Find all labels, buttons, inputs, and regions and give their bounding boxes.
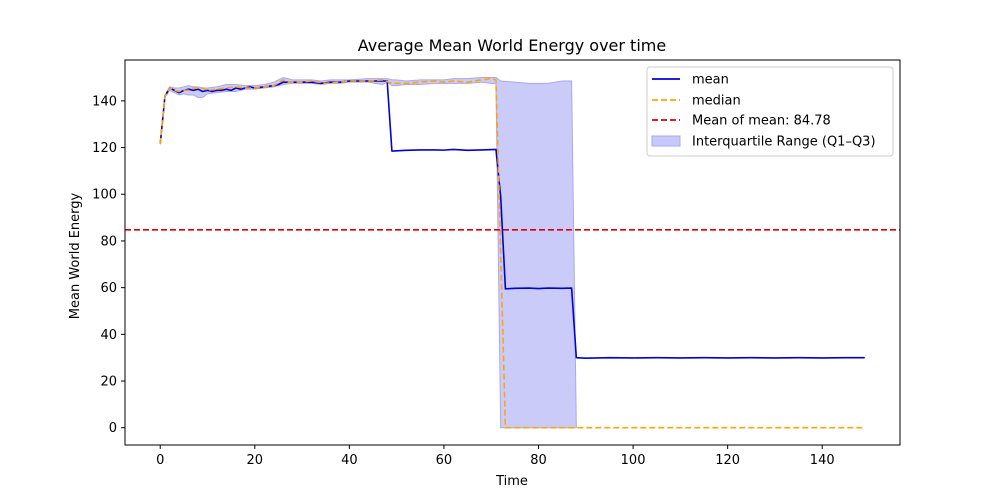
legend-label: Interquartile Range (Q1–Q3) <box>692 135 876 150</box>
axes: 0 20 40 60 80 100 120 140 0 20 40 60 80 100 120 140 <box>92 59 901 468</box>
legend: mean median Mean of mean: 84.78 Interquarti… <box>646 66 894 157</box>
legend-label: median <box>692 94 741 109</box>
y-axis-title: Mean World Energy <box>68 192 83 319</box>
x-tick-label: 100 <box>621 453 646 468</box>
plot-content <box>125 76 900 429</box>
legend-label: Mean of mean: 84.78 <box>692 114 831 129</box>
legend-label: mean <box>692 73 729 88</box>
x-tick-label: 20 <box>247 453 264 468</box>
y-tick-label: 100 <box>92 188 117 203</box>
y-tick-label: 60 <box>100 281 117 296</box>
x-tick-label: 120 <box>715 453 740 468</box>
y-tick-label: 20 <box>100 375 117 390</box>
legend-box <box>646 66 894 157</box>
chart-title: Average Mean World Energy over time <box>358 36 666 55</box>
y-tick-label: 40 <box>100 328 117 343</box>
y-tick-label: 140 <box>92 94 117 109</box>
x-tick-label: 140 <box>810 453 835 468</box>
x-tick-label: 80 <box>530 453 547 468</box>
legend-swatch-iqr <box>651 135 681 147</box>
y-tick-label: 80 <box>100 234 117 249</box>
x-tick-label: 40 <box>341 453 358 468</box>
axes-frame <box>124 59 901 446</box>
x-axis-title: Time <box>495 474 528 489</box>
x-tick-label: 60 <box>436 453 453 468</box>
median-line <box>159 77 865 429</box>
x-tick-label: 0 <box>156 453 164 468</box>
y-tick-label: 0 <box>109 421 117 436</box>
y-tick-label: 120 <box>92 141 117 156</box>
